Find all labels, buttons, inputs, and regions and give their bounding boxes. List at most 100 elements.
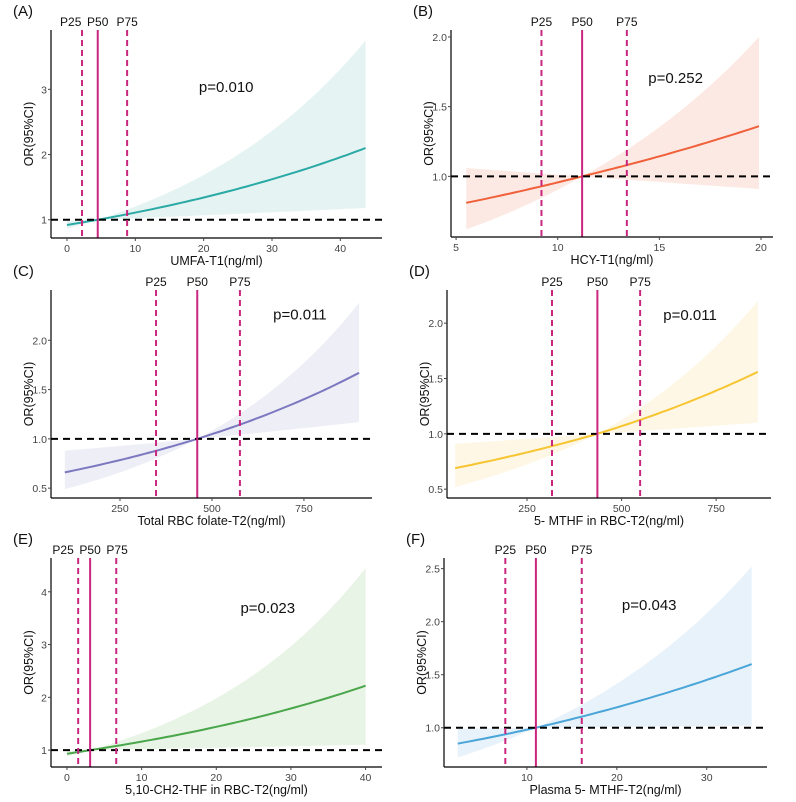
x-tick-label: 10: [136, 772, 148, 784]
x-axis-title: Total RBC folate-T2(ng/ml): [138, 514, 286, 528]
panel-label: (E): [13, 531, 33, 548]
x-tick-label: 15: [654, 242, 666, 254]
x-tick-label: 250: [518, 503, 536, 515]
x-tick-label: 40: [360, 772, 372, 784]
y-tick-label: 2: [41, 150, 47, 162]
y-tick-label: 2.0: [32, 335, 47, 347]
p-value: p=0.010: [199, 79, 254, 96]
confidence-band: [64, 302, 360, 490]
y-tick-label: 2.0: [428, 318, 443, 330]
or-curve: [66, 684, 366, 755]
x-tick-label: 10: [129, 243, 141, 255]
or-curve: [457, 663, 753, 745]
p-value: p=0.011: [273, 307, 327, 324]
confidence-band: [67, 568, 366, 757]
percentile-label: P50: [525, 543, 547, 557]
percentile-label: P75: [629, 275, 651, 289]
confidence-band: [466, 37, 759, 230]
percentile-label: P75: [116, 15, 138, 29]
x-tick-label: 30: [701, 772, 713, 784]
y-axis-title: OR(95%CI): [22, 630, 36, 695]
panel-label: (A): [13, 3, 33, 20]
y-axis-title: OR(95%CI): [415, 630, 429, 695]
panel-label: (B): [413, 3, 433, 20]
panel-label: (C): [13, 263, 34, 280]
percentile-label: P25: [531, 15, 553, 29]
panel-f: P25 P50 P75 10 20 30 1.0 1.5 2.0 2.5 Plasma 5- MTH…: [406, 531, 767, 797]
y-tick-label: 2.5: [425, 564, 440, 576]
y-tick-label: 4: [41, 587, 47, 599]
panel-a: P25 P50 P75 0 10 20 30 40 1 2 3 UMFA-T1(ng/ml) OR(95…: [13, 3, 382, 268]
y-tick-label: 2.0: [432, 32, 447, 44]
x-tick-label: 20: [210, 772, 222, 784]
percentile-label: P75: [571, 543, 593, 557]
x-tick-label: 20: [611, 772, 623, 784]
x-tick-label: 500: [613, 503, 631, 515]
x-tick-label: 750: [707, 503, 725, 515]
x-tick-label: 40: [334, 243, 346, 255]
y-tick-label: 1.5: [32, 385, 47, 397]
y-tick-label: 1.0: [432, 171, 447, 183]
y-tick-label: 3: [41, 84, 47, 96]
x-axis-title: 5,10-CH2-THF in RBC-T2(ng/ml): [125, 783, 308, 797]
x-tick-label: 20: [755, 242, 767, 254]
y-tick-label: 3: [41, 640, 47, 652]
confidence-band: [457, 566, 752, 758]
x-axis-title: 5- MTHF in RBC-T2(ng/ml): [534, 514, 684, 528]
x-axis-title: Plasma 5- MTHF-T2(ng/ml): [529, 783, 681, 797]
panel-e: P25 P50 P75 0 10 20 30 40 1 2 3 4 5,10-CH2-THF in RB…: [13, 531, 382, 797]
confidence-band: [455, 301, 758, 487]
y-tick-label: 1.5: [432, 102, 447, 114]
p-value: p=0.252: [648, 70, 703, 87]
percentile-label: P25: [60, 15, 82, 29]
percentile-label: P25: [52, 543, 74, 557]
percentile-label: P25: [541, 275, 563, 289]
y-tick-label: 2: [41, 692, 47, 704]
percentile-label: P75: [616, 15, 638, 29]
x-axis-title: UMFA-T1(ng/ml): [170, 254, 262, 268]
panel-d: P25 P50 P75 250 500 750 0.5 1.0 1.5 2.0 5- MTHF in…: [409, 263, 771, 528]
percentile-label: P50: [187, 275, 209, 289]
panel-label: (F): [406, 531, 425, 548]
x-tick-label: 10: [552, 242, 564, 254]
y-tick-label: 0.5: [428, 484, 443, 496]
panel-b: P25 P50 P75 5 10 15 20 1.0 1.5 2.0 HCY-T1(ng/ml) OR…: [413, 3, 773, 267]
x-tick-label: 500: [203, 503, 221, 515]
percentile-label: P50: [87, 15, 109, 29]
or-curve: [64, 371, 360, 474]
percentile-label: P25: [495, 543, 517, 557]
y-tick-label: 2.0: [425, 617, 440, 629]
or-curve: [466, 125, 760, 204]
x-tick-label: 5: [453, 242, 459, 254]
panel-c: P25 P50 P75 250 500 750 0.5 1.0 1.5 2.0 Total RBC …: [13, 263, 372, 528]
y-axis-title: OR(95%CI): [418, 362, 432, 427]
y-tick-label: 1.0: [32, 434, 47, 446]
or-curve: [66, 147, 366, 226]
percentile-label: P75: [106, 543, 128, 557]
x-axis-title: HCY-T1(ng/ml): [571, 253, 654, 267]
panel-label: (D): [409, 263, 430, 280]
y-tick-label: 1.5: [425, 670, 440, 682]
percentile-label: P25: [145, 275, 167, 289]
x-tick-label: 20: [198, 243, 210, 255]
percentile-label: P50: [79, 543, 101, 557]
p-value: p=0.023: [240, 600, 295, 617]
x-tick-label: 0: [64, 772, 70, 784]
y-tick-label: 1: [41, 215, 47, 227]
p-value: p=0.043: [622, 597, 677, 614]
percentile-label: P50: [571, 15, 593, 29]
x-tick-label: 250: [111, 503, 129, 515]
percentile-label: P50: [587, 275, 609, 289]
x-tick-label: 30: [266, 243, 278, 255]
y-tick-label: 1.0: [428, 429, 443, 441]
percentile-label: P75: [229, 275, 251, 289]
y-tick-label: 1.0: [425, 723, 440, 735]
x-tick-label: 30: [285, 772, 297, 784]
y-axis-title: OR(95%CI): [422, 101, 436, 166]
p-value: p=0.011: [663, 307, 717, 324]
or-curve: [455, 370, 759, 470]
y-tick-label: 0.5: [32, 483, 47, 495]
x-tick-label: 750: [295, 503, 313, 515]
x-tick-label: 0: [64, 243, 70, 255]
